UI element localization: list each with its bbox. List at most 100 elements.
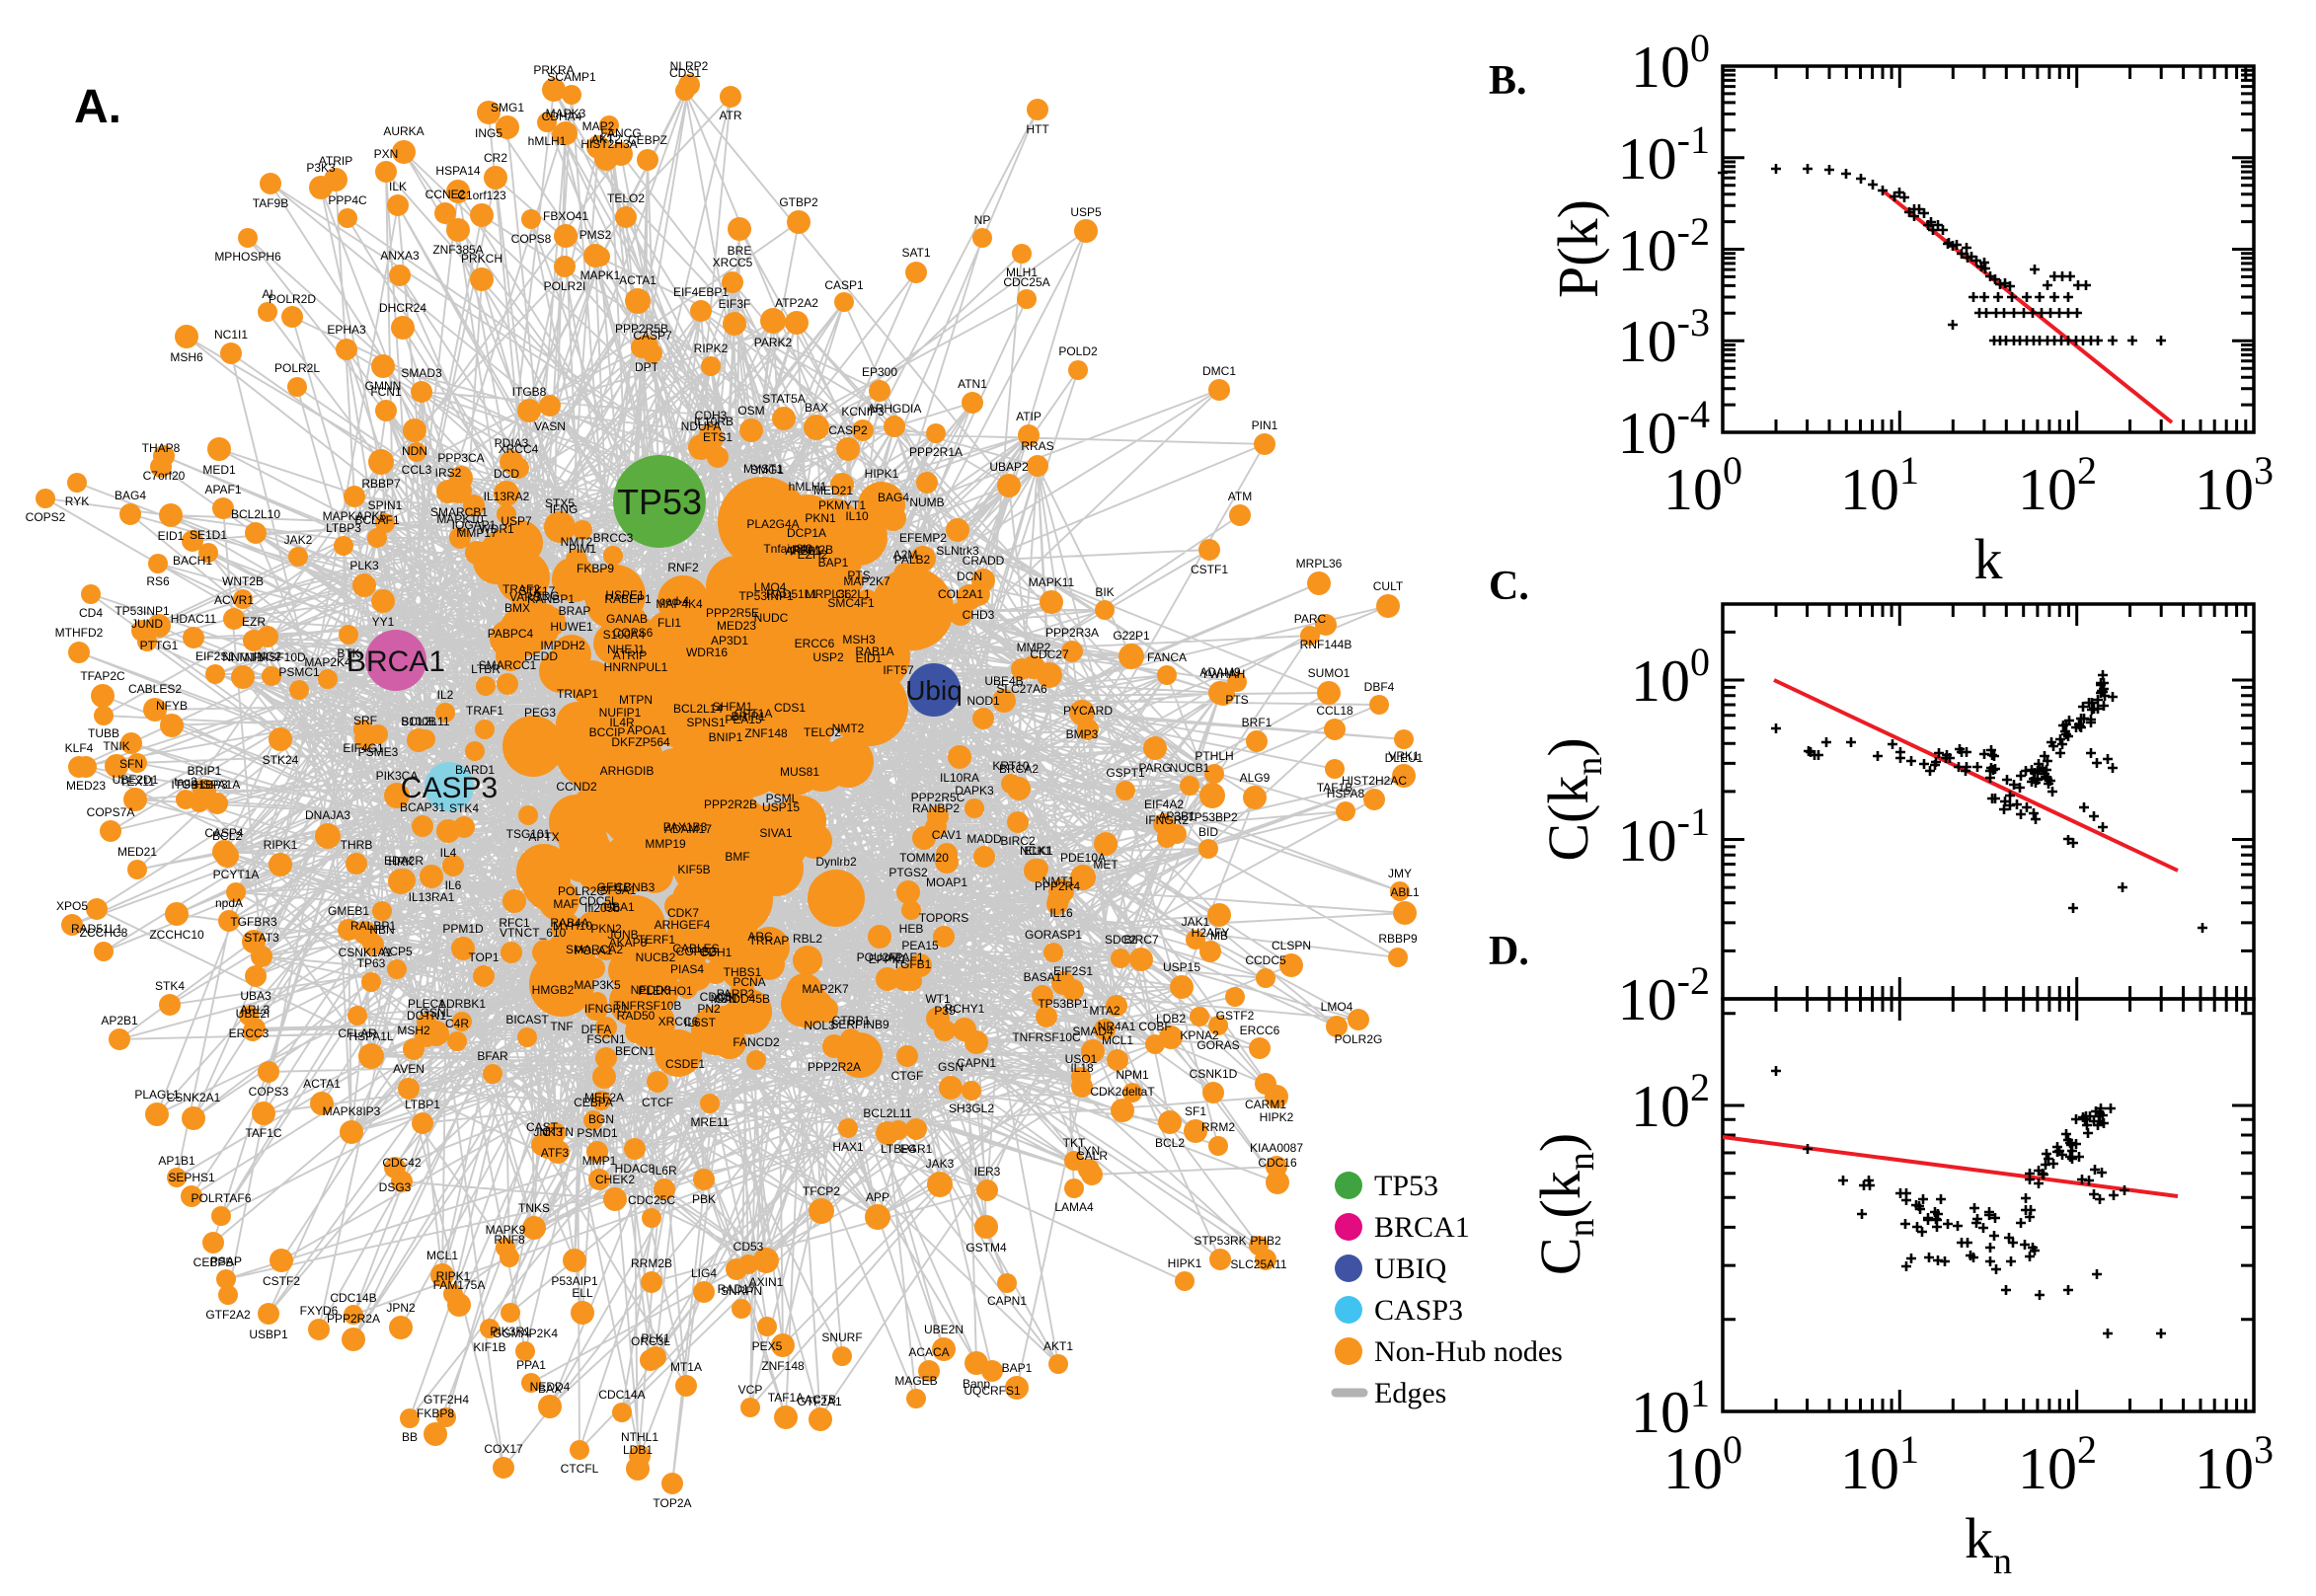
svg-text:MAF: MAF xyxy=(553,897,578,911)
svg-text:npdA: npdA xyxy=(215,896,243,910)
svg-text:RAB1A: RAB1A xyxy=(855,645,893,658)
svg-text:BTK: BTK xyxy=(337,646,359,660)
svg-text:FSCN1: FSCN1 xyxy=(586,1032,626,1046)
svg-text:HSPA14: HSPA14 xyxy=(435,164,480,178)
svg-text:USP2: USP2 xyxy=(812,650,844,664)
svg-text:CTCF: CTCF xyxy=(642,1096,673,1109)
svg-text:CSDE1: CSDE1 xyxy=(665,1057,705,1071)
svg-text:CFLAR: CFLAR xyxy=(338,1026,377,1040)
svg-text:OSM: OSM xyxy=(737,404,764,418)
svg-text:PAX1B3: PAX1B3 xyxy=(663,820,708,834)
svg-text:ARL3: ARL3 xyxy=(240,1003,270,1017)
svg-text:MAPK9: MAPK9 xyxy=(486,1223,526,1237)
svg-text:PPP2R5E: PPP2R5E xyxy=(706,606,759,620)
svg-text:MCL1: MCL1 xyxy=(426,1249,458,1262)
svg-text:NCK1: NCK1 xyxy=(1020,844,1051,858)
svg-text:PN2: PN2 xyxy=(697,1002,721,1016)
svg-text:RIPK1: RIPK1 xyxy=(436,1269,471,1283)
svg-text:EP300: EP300 xyxy=(862,365,897,379)
svg-text:COPS7A: COPS7A xyxy=(87,805,135,819)
svg-text:DAPK3: DAPK3 xyxy=(955,784,994,798)
svg-text:EGR1: EGR1 xyxy=(900,1142,933,1156)
svg-text:RNF144B: RNF144B xyxy=(1300,638,1352,651)
svg-text:KCNIP3: KCNIP3 xyxy=(841,405,885,418)
svg-text:DCN: DCN xyxy=(957,570,982,583)
svg-text:Non-Hub nodes: Non-Hub nodes xyxy=(1374,1335,1563,1368)
svg-text:103: 103 xyxy=(2195,1427,2274,1501)
svg-text:ITGB8: ITGB8 xyxy=(512,385,547,399)
svg-text:GSPT1: GSPT1 xyxy=(1106,766,1145,780)
svg-text:COPS6: COPS6 xyxy=(613,626,654,640)
svg-text:LYN: LYN xyxy=(1078,1144,1100,1158)
svg-text:PCNA: PCNA xyxy=(733,975,765,989)
svg-text:RNF2: RNF2 xyxy=(667,561,699,574)
svg-text:YWHAH: YWHAH xyxy=(1201,667,1246,681)
svg-text:MED23: MED23 xyxy=(717,619,756,633)
svg-text:NNMT1: NNMT1 xyxy=(222,650,264,664)
svg-text:HIST2H3A: HIST2H3A xyxy=(580,137,637,151)
svg-text:RYK: RYK xyxy=(65,494,89,508)
svg-text:PPA1: PPA1 xyxy=(516,1358,546,1372)
svg-text:BFAR: BFAR xyxy=(477,1049,508,1063)
svg-text:MUS81: MUS81 xyxy=(780,765,819,779)
svg-text:CCDC5: CCDC5 xyxy=(1245,953,1286,967)
svg-text:TGFBR3: TGFBR3 xyxy=(230,915,277,929)
svg-text:EIF2S1: EIF2S1 xyxy=(1053,964,1093,978)
svg-text:CSNK1D: CSNK1D xyxy=(1190,1067,1238,1081)
svg-text:FKBP8: FKBP8 xyxy=(417,1406,454,1420)
svg-text:AP2B1: AP2B1 xyxy=(785,544,822,558)
svg-text:DSG3: DSG3 xyxy=(379,1180,412,1194)
svg-text:MOAP1: MOAP1 xyxy=(926,875,967,889)
svg-text:ARC: ARC xyxy=(747,930,773,944)
svg-text:NUCB2: NUCB2 xyxy=(636,950,676,964)
svg-text:BRCA1: BRCA1 xyxy=(1374,1211,1470,1244)
svg-text:DCTN1: DCTN1 xyxy=(407,1009,446,1023)
svg-text:GMNN: GMNN xyxy=(365,379,402,393)
svg-text:GSNL: GSNL xyxy=(421,1006,453,1020)
svg-text:ZCCHC8: ZCCHC8 xyxy=(80,926,128,940)
svg-text:ADAM9: ADAM9 xyxy=(1199,665,1241,679)
svg-text:CTTN: CTTN xyxy=(542,1125,574,1139)
svg-text:NMT2: NMT2 xyxy=(832,722,865,735)
svg-text:PPP2R3A: PPP2R3A xyxy=(1045,626,1099,640)
svg-text:RANBP2: RANBP2 xyxy=(912,801,960,815)
svg-text:ABL1: ABL1 xyxy=(1390,885,1420,899)
svg-text:BAX: BAX xyxy=(805,401,828,415)
svg-text:FLI1: FLI1 xyxy=(657,616,681,630)
svg-text:CDK2deltaT: CDK2deltaT xyxy=(1090,1085,1155,1099)
svg-text:LMO4: LMO4 xyxy=(754,580,787,594)
svg-text:IL16: IL16 xyxy=(1049,906,1073,920)
svg-text:TP53: TP53 xyxy=(617,482,702,522)
svg-text:POLR2I: POLR2I xyxy=(544,279,586,293)
svg-text:TP63: TP63 xyxy=(357,956,386,970)
svg-text:TP53: TP53 xyxy=(1374,1170,1438,1202)
svg-text:CASP4: CASP4 xyxy=(204,826,244,840)
svg-text:CR2: CR2 xyxy=(484,151,507,165)
svg-text:PDIA3: PDIA3 xyxy=(495,436,529,450)
svg-text:LTBP4: LTBP4 xyxy=(881,1142,916,1156)
svg-text:RRM2: RRM2 xyxy=(1201,1120,1235,1134)
svg-text:DMC1: DMC1 xyxy=(1202,364,1236,378)
svg-text:PPP2R2B: PPP2R2B xyxy=(704,798,757,811)
svg-text:LDB2: LDB2 xyxy=(1156,1012,1186,1026)
svg-text:FCN1: FCN1 xyxy=(370,385,402,399)
svg-text:IL6: IL6 xyxy=(445,878,462,892)
svg-text:GTBP2: GTBP2 xyxy=(779,195,818,209)
svg-text:HMGB2: HMGB2 xyxy=(532,983,575,997)
svg-text:TP53INP1: TP53INP1 xyxy=(738,589,794,603)
svg-text:UBIQ: UBIQ xyxy=(1374,1253,1447,1285)
svg-text:APTX: APTX xyxy=(528,830,559,844)
svg-text:BRIP1: BRIP1 xyxy=(188,764,222,778)
svg-text:COPS2: COPS2 xyxy=(26,510,66,524)
svg-text:IQGAP1: IQGAP1 xyxy=(452,518,497,532)
svg-text:G22P1: G22P1 xyxy=(1113,629,1150,643)
svg-text:SNURF: SNURF xyxy=(821,1330,862,1344)
svg-text:PPP2R5B: PPP2R5B xyxy=(615,322,668,336)
svg-text:TP53BP2: TP53BP2 xyxy=(1187,810,1238,824)
svg-text:PABPC4: PABPC4 xyxy=(488,627,534,641)
svg-text:KIF1B: KIF1B xyxy=(473,1340,505,1354)
svg-text:CARM1: CARM1 xyxy=(1245,1098,1286,1111)
svg-text:PEA15: PEA15 xyxy=(725,713,762,726)
svg-text:VASN: VASN xyxy=(534,419,566,433)
svg-text:HTT: HTT xyxy=(1026,122,1049,136)
